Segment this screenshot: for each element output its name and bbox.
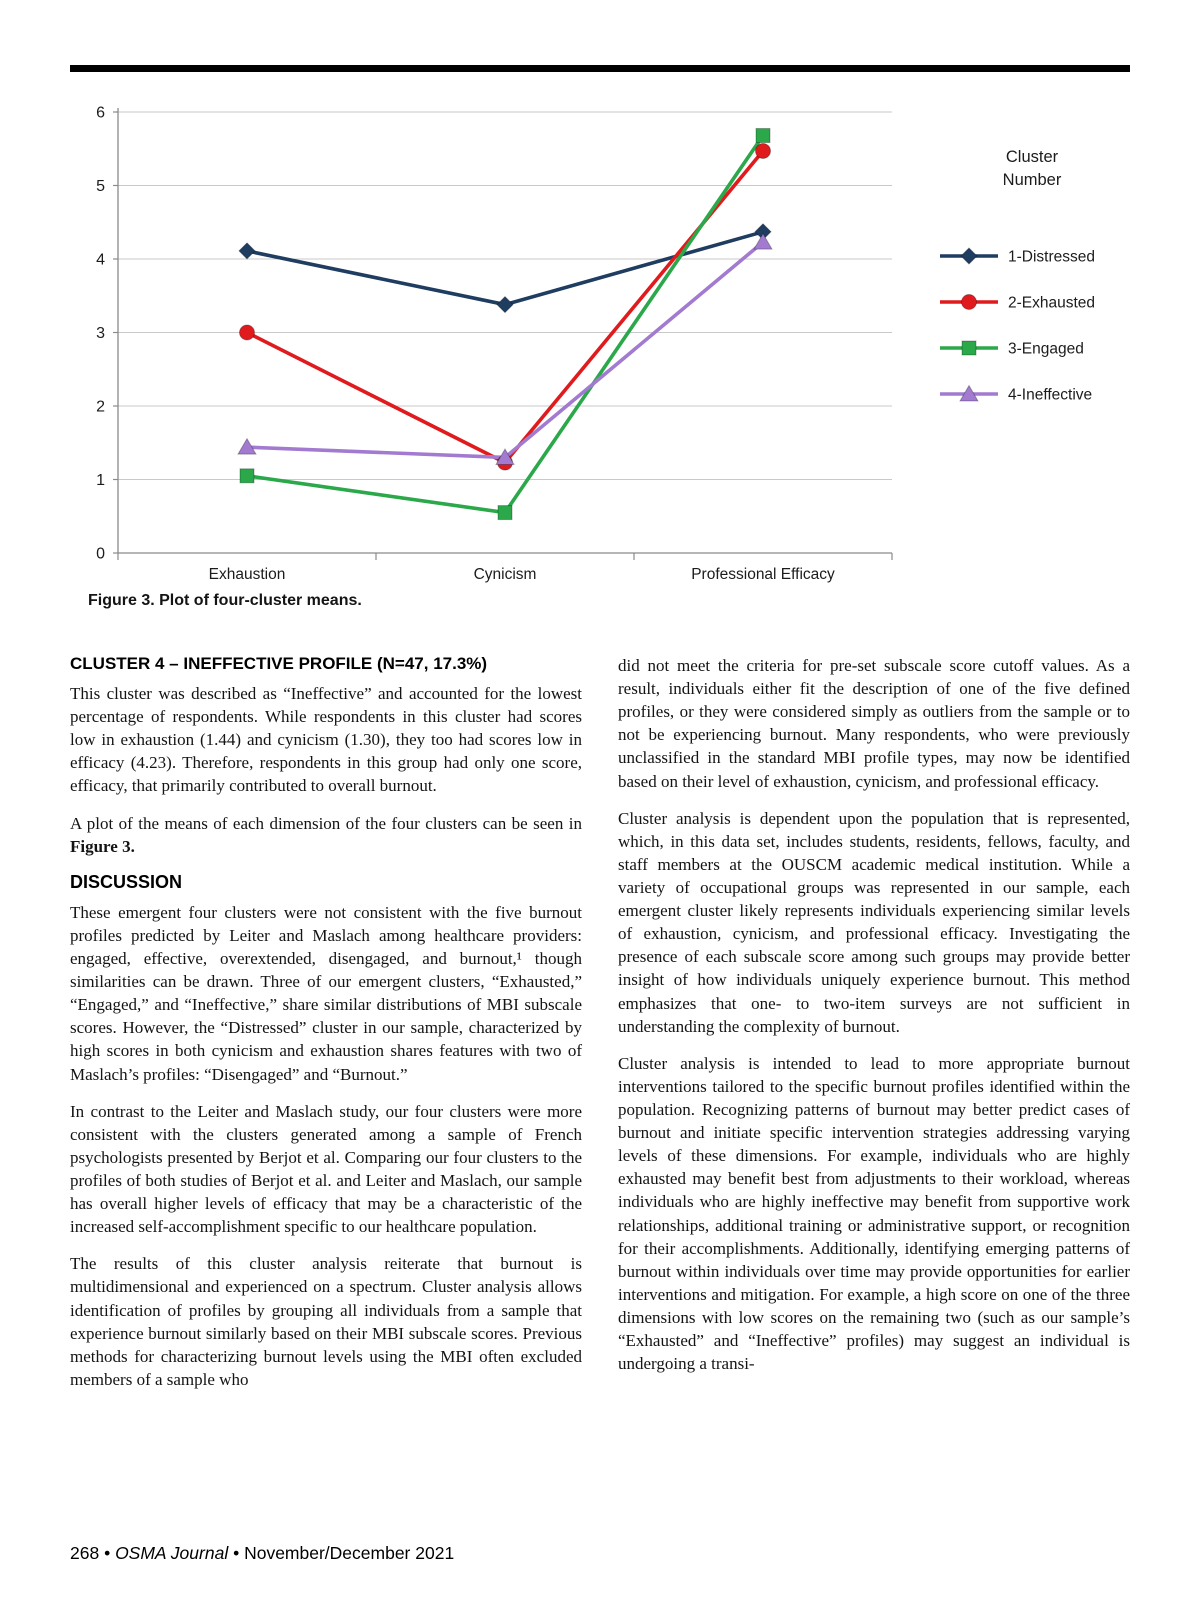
paragraph: In contrast to the Leiter and Maslach st… bbox=[70, 1101, 582, 1237]
svg-text:4-Ineffective: 4-Ineffective bbox=[1008, 387, 1092, 404]
svg-text:Cynicism: Cynicism bbox=[474, 566, 537, 583]
paragraph: Cluster analysis is dependent upon the p… bbox=[618, 808, 1130, 1036]
paragraph: did not meet the criteria for pre-set su… bbox=[618, 656, 1130, 791]
svg-text:3: 3 bbox=[96, 325, 105, 342]
svg-text:1: 1 bbox=[96, 472, 105, 489]
figure-3-block: 0 1 2 3 4 5 6 Exhaustion Cynicism Professional Ef… bbox=[70, 88, 1130, 610]
svg-text:3-Engaged: 3-Engaged bbox=[1008, 341, 1084, 358]
svg-text:1-Distressed: 1-Distressed bbox=[1008, 249, 1095, 266]
svg-text:Number: Number bbox=[1003, 171, 1062, 189]
page-number: 268 bbox=[70, 1543, 100, 1563]
svg-text:2-Exhausted: 2-Exhausted bbox=[1008, 295, 1095, 312]
svg-text:0: 0 bbox=[96, 546, 105, 563]
svg-text:5: 5 bbox=[96, 178, 105, 195]
paragraph: The results of this cluster analysis rei… bbox=[70, 1254, 582, 1389]
cluster4-heading: CLUSTER 4 – INEFFECTIVE PROFILE (N=47, 1… bbox=[70, 654, 488, 673]
article-body: CLUSTER 4 – INEFFECTIVE PROFILE (N=47, 1… bbox=[70, 654, 1130, 1405]
page-footer: 268 • OSMA Journal • November/December 2… bbox=[70, 1543, 454, 1564]
paragraph-text: A plot of the means of each dimension of… bbox=[70, 813, 582, 833]
discussion-heading: DISCUSSION bbox=[70, 871, 183, 892]
paragraph: This cluster was described as “Ineffecti… bbox=[70, 684, 582, 796]
figure-reference: Figure 3. bbox=[70, 836, 135, 856]
paragraph: These emergent four clusters were not co… bbox=[70, 902, 582, 1084]
cluster-means-line-chart: 0 1 2 3 4 5 6 Exhaustion Cynicism Professional Ef… bbox=[96, 105, 1095, 584]
svg-text:6: 6 bbox=[96, 105, 105, 122]
svg-text:Cluster: Cluster bbox=[1006, 148, 1059, 166]
left-column: CLUSTER 4 – INEFFECTIVE PROFILE (N=47, 1… bbox=[70, 654, 582, 1405]
right-column: did not meet the criteria for pre-set su… bbox=[618, 654, 1130, 1405]
journal-name: OSMA Journal bbox=[115, 1543, 229, 1563]
svg-text:Professional Efficacy: Professional Efficacy bbox=[691, 566, 835, 583]
footer-separator: • bbox=[99, 1543, 116, 1563]
paragraph: A plot of the means of each dimension of… bbox=[70, 812, 582, 858]
svg-text:4: 4 bbox=[96, 252, 105, 269]
figure-caption: Figure 3. Plot of four-cluster means. bbox=[88, 592, 362, 609]
footer-date: • November/December 2021 bbox=[228, 1543, 455, 1563]
svg-text:Exhaustion: Exhaustion bbox=[209, 566, 286, 583]
top-rule bbox=[70, 65, 1130, 72]
paragraph: Cluster analysis is intended to lead to … bbox=[618, 1053, 1130, 1374]
svg-text:2: 2 bbox=[96, 399, 105, 416]
